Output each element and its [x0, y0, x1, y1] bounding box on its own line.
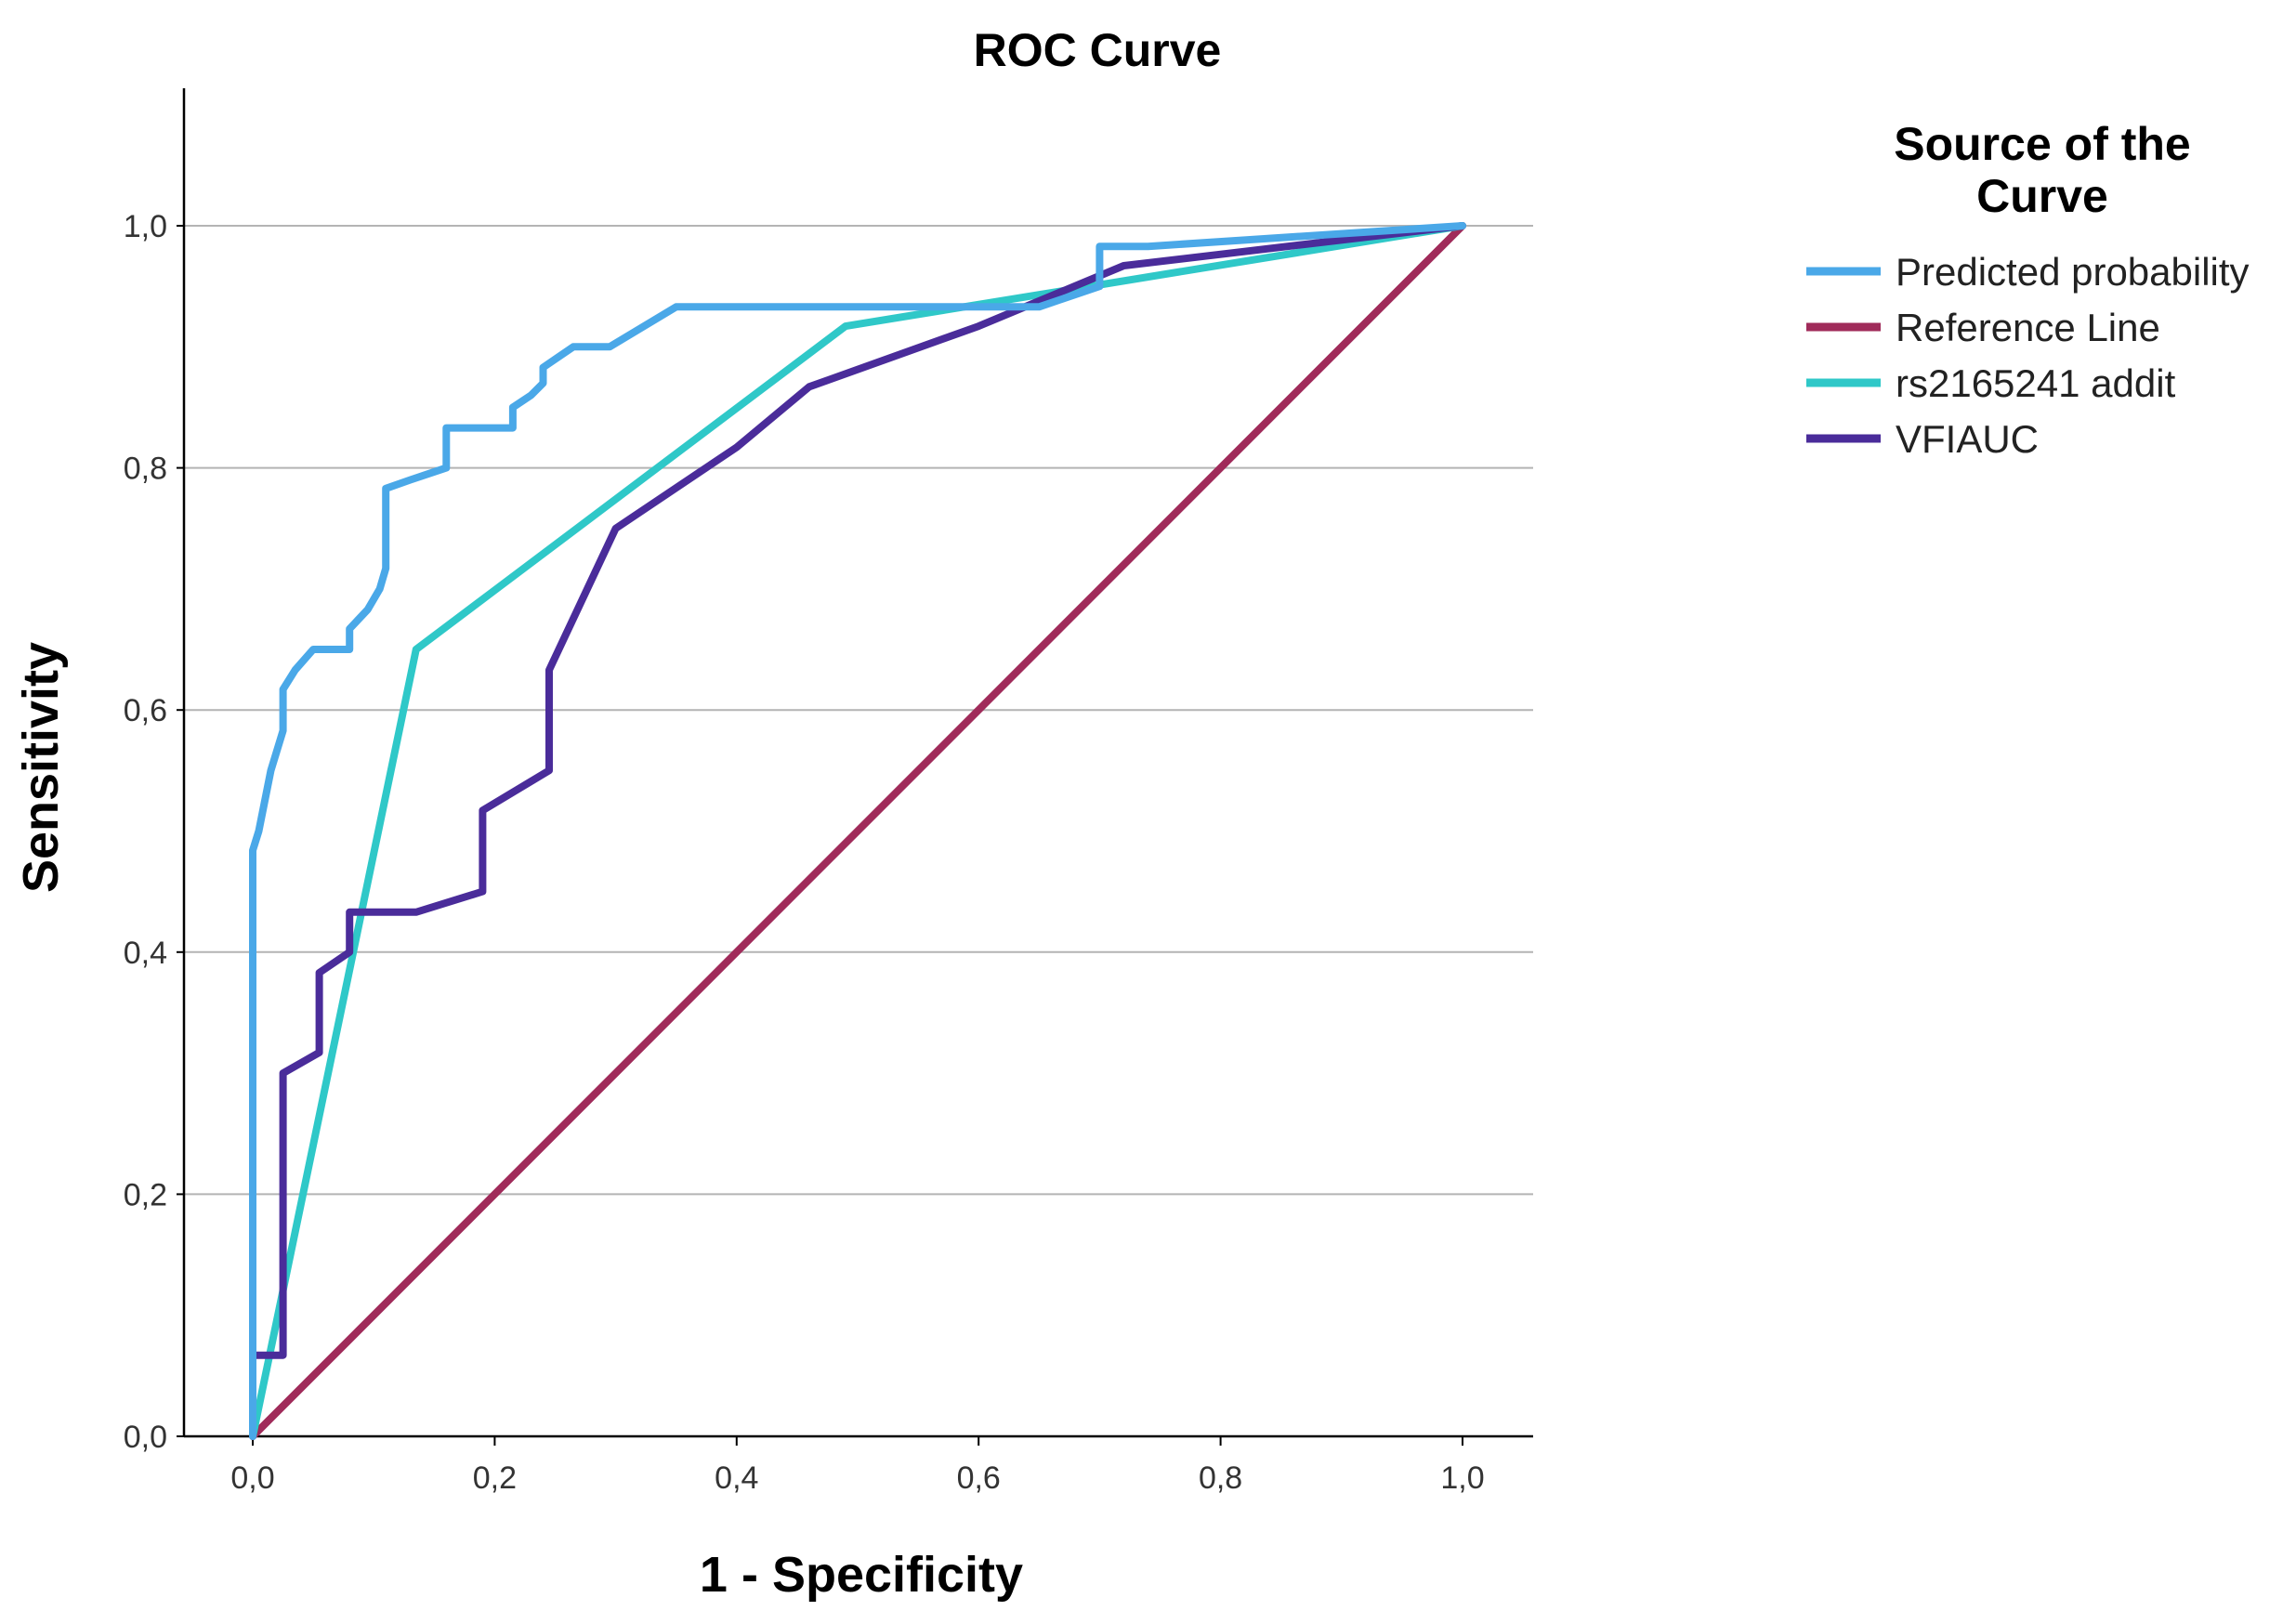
series-lines — [249, 222, 1466, 1440]
legend-title: Source of the Curve — [1894, 118, 2190, 222]
x-tick-label: 0,0 — [230, 1460, 274, 1496]
legend-item-predicted-probability: Predicted probability — [1806, 250, 2250, 294]
y-axis-label: Sensitivity — [13, 642, 69, 893]
legend-label: VFIAUC — [1896, 417, 2039, 461]
x-tick-label: 0,8 — [1199, 1460, 1242, 1496]
x-axis-label: 1 - Specificity — [700, 1547, 1023, 1603]
y-tick-label: 0,0 — [124, 1420, 167, 1455]
y-tick-label: 0,8 — [124, 452, 167, 487]
legend-item-reference-line: Reference Line — [1806, 306, 2160, 349]
x-tick-label: 0,4 — [715, 1460, 758, 1496]
chart-title: ROC Curve — [974, 24, 1222, 76]
y-tick-label: 0,2 — [124, 1177, 167, 1212]
legend-item-vfiauc: VFIAUC — [1806, 417, 2039, 461]
series-line-predicted-probability — [249, 222, 1466, 1440]
legend: Source of the Curve Predicted probability… — [1806, 118, 2250, 461]
series-line-vfiauc — [249, 222, 1466, 1440]
x-tick-label: 1,0 — [1440, 1460, 1484, 1496]
legend-label: Predicted probability — [1896, 250, 2250, 294]
legend-label: Reference Line — [1896, 306, 2160, 349]
legend-item-rs2165241-addit: rs2165241 addit — [1806, 361, 2176, 405]
y-tick-label: 0,4 — [124, 936, 167, 971]
x-tick-label: 0,2 — [473, 1460, 517, 1496]
x-tick-label: 0,6 — [957, 1460, 1001, 1496]
gridlines — [184, 225, 1533, 1196]
series-line-rs2165241-addit — [249, 222, 1466, 1440]
legend-items: Predicted probability Reference Line rs216… — [1806, 250, 2250, 461]
y-tick-label: 1,0 — [124, 209, 167, 244]
tick-labels: 0,0 0,2 0,4 0,6 0,8 1,0 0,0 0,2 0,4 0,6 0,8 1,0 — [124, 209, 1485, 1496]
legend-label: rs2165241 addit — [1896, 361, 2176, 405]
axes — [182, 88, 1533, 1438]
series-line-reference-line — [249, 222, 1466, 1440]
y-tick-label: 0,6 — [124, 693, 167, 728]
